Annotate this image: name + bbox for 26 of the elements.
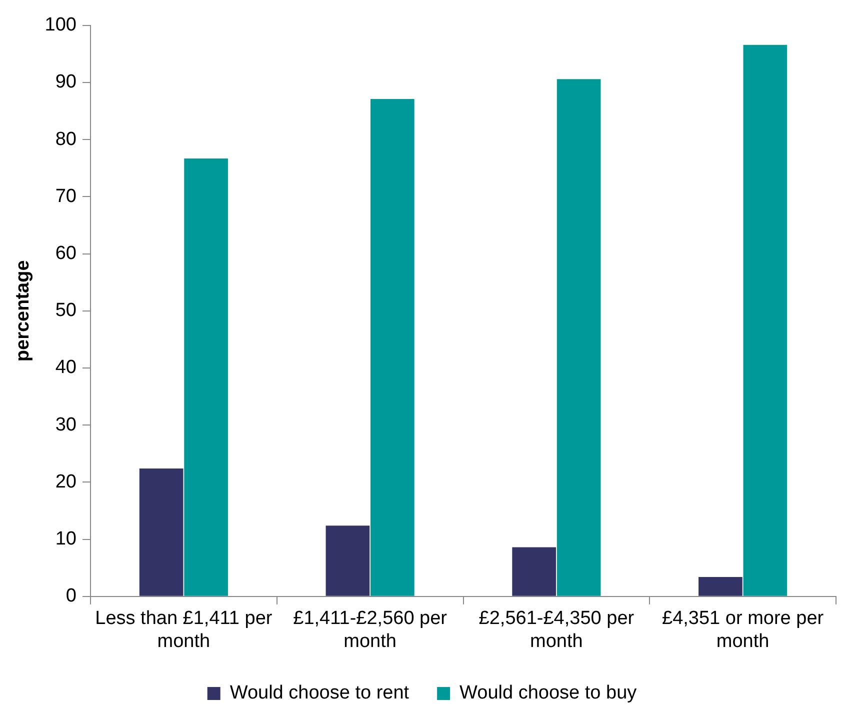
bar <box>556 79 601 596</box>
y-tick-label: 50 <box>55 300 76 322</box>
bar <box>184 158 228 596</box>
y-tick-label: 80 <box>55 128 76 150</box>
bar <box>512 547 556 596</box>
bar <box>743 44 788 596</box>
x-tick-label: Less than £1,411 per month <box>95 608 273 652</box>
x-tick-label: £1,411-£2,560 per month <box>293 608 448 652</box>
y-tick-label: 30 <box>55 414 76 436</box>
bar <box>698 576 742 596</box>
legend-label: Would choose to rent <box>230 682 410 704</box>
y-tick-label: 20 <box>55 471 76 492</box>
bar <box>139 468 184 596</box>
x-tick-label: £4,351 or more per month <box>662 608 824 652</box>
y-tick-label: 60 <box>55 243 76 264</box>
y-tick-label: 10 <box>55 528 76 550</box>
y-axis-title: percentage <box>12 260 34 362</box>
y-tick-label: 70 <box>55 186 76 207</box>
y-tick-label: 40 <box>55 357 76 378</box>
bar <box>370 99 414 596</box>
bar <box>326 526 370 596</box>
y-tick-label: 100 <box>44 14 76 36</box>
legend-label: Would choose to buy <box>460 682 638 704</box>
y-tick-label: 0 <box>66 586 76 607</box>
x-tick-label: £2,561-£4,350 per month <box>478 608 635 652</box>
y-tick-label: 90 <box>55 72 76 93</box>
